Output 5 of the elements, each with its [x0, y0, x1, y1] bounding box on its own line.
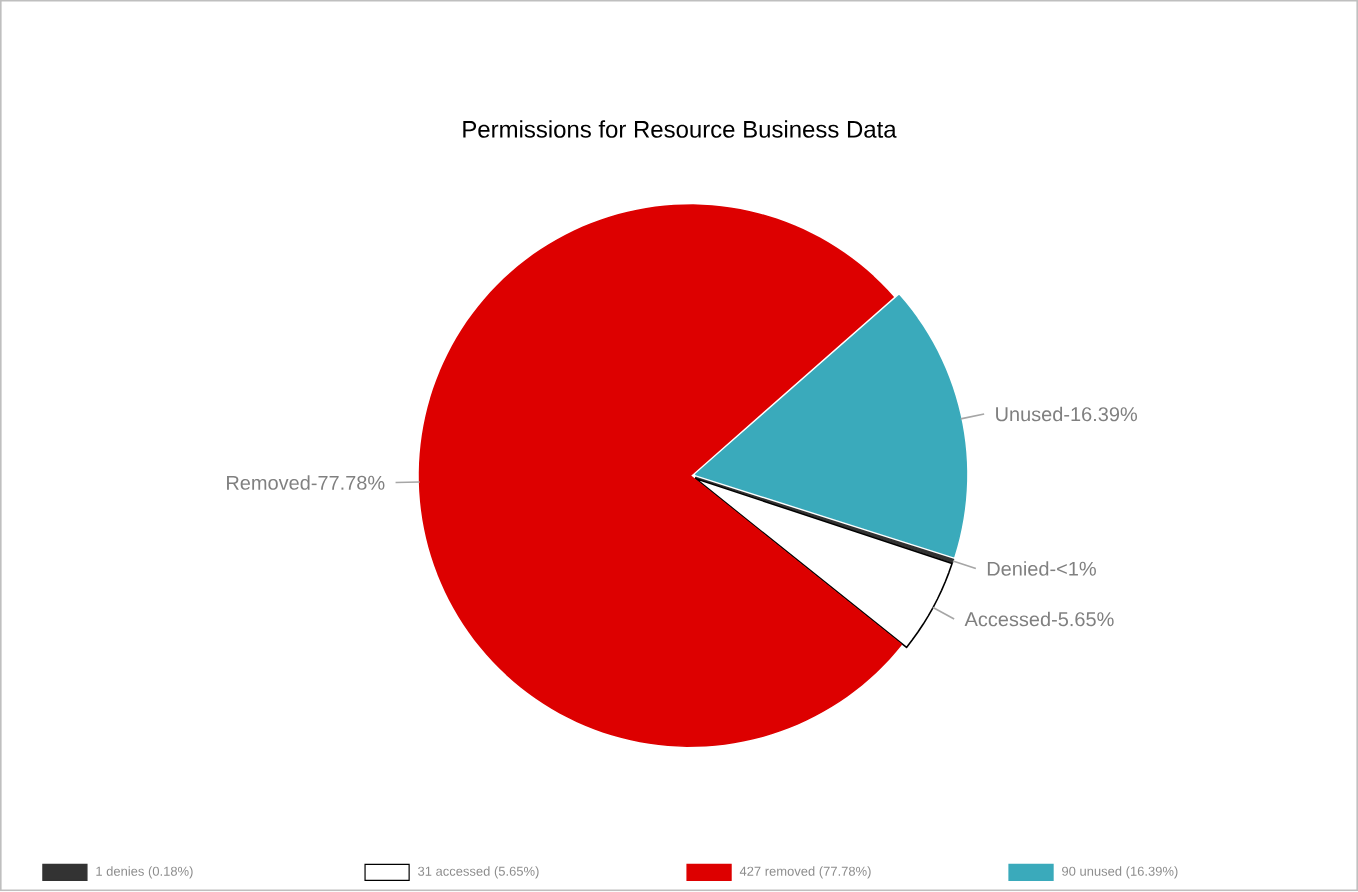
data-label: Unused-16.39%	[996, 407, 1138, 422]
data-label: Removed-77.78%	[227, 475, 385, 491]
chart-title: Permissions for Resource Business Data	[463, 120, 897, 139]
data-label: Denied-<1%	[987, 561, 1096, 577]
data-label: Accessed-5.65%	[964, 612, 1114, 627]
